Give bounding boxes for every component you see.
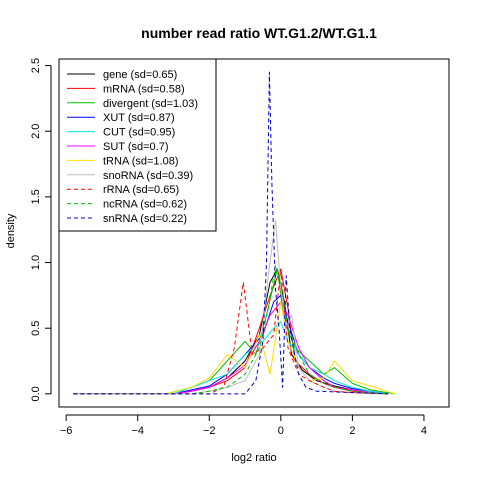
legend-label-mrna: mRNA (sd=0.58) [103, 83, 185, 95]
legend-label-gene: gene (sd=0.65) [103, 69, 177, 81]
series-line-trna [73, 301, 396, 395]
y-tick-label: 0.5 [30, 321, 42, 336]
y-axis-label: density [5, 213, 17, 248]
series-line-ncrna [73, 264, 389, 395]
legend-box [58, 58, 217, 232]
series-line-xut [73, 294, 389, 395]
plot-frame [58, 58, 450, 408]
x-tick-label: 2 [349, 425, 355, 437]
y-tick-label: 1.5 [30, 189, 42, 204]
y-tick-label: 2.5 [30, 58, 42, 73]
legend-label-snrna: snRNA (sd=0.22) [103, 213, 187, 225]
legend-label-xut: XUT (sd=0.87) [103, 112, 175, 124]
axes: −6 −4 −2 0 2 4 0.0 0.5 1.0 1.5 2.0 2.5 [30, 58, 427, 437]
legend-label-divergent: divergent (sd=1.03) [103, 98, 198, 110]
x-tick-label: −4 [131, 425, 144, 437]
y-tick-label: 1.0 [30, 255, 42, 270]
legend: gene (sd=0.65) mRNA (sd=0.58) divergent (s… [58, 58, 217, 232]
x-axis-label: log2 ratio [231, 452, 276, 464]
series-line-rrna [73, 268, 389, 395]
y-tick-label: 2.0 [30, 124, 42, 139]
x-tick-label: −2 [203, 425, 216, 437]
legend-label-snorna: snoRNA (sd=0.39) [103, 170, 193, 182]
legend-items: gene (sd=0.65) mRNA (sd=0.58) divergent (s… [67, 69, 198, 225]
legend-label-trna: tRNA (sd=1.08) [103, 155, 179, 167]
legend-label-ncrna: ncRNA (sd=0.62) [103, 199, 187, 211]
chart-title: number read ratio WT.G1.2/WT.G1.1 [141, 25, 377, 41]
y-tick-label: 0.0 [30, 386, 42, 401]
legend-label-sut: SUT (sd=0.7) [103, 141, 169, 153]
x-tick-label: 0 [278, 425, 284, 437]
legend-label-rrna: rRNA (sd=0.65) [103, 184, 179, 196]
legend-label-cut: CUT (sd=0.95) [103, 127, 175, 139]
x-tick-label: 4 [421, 425, 427, 437]
x-tick-label: −6 [60, 425, 73, 437]
series-line-snrna [73, 71, 389, 395]
series-line-cut [73, 321, 389, 395]
series-lines [73, 71, 396, 395]
